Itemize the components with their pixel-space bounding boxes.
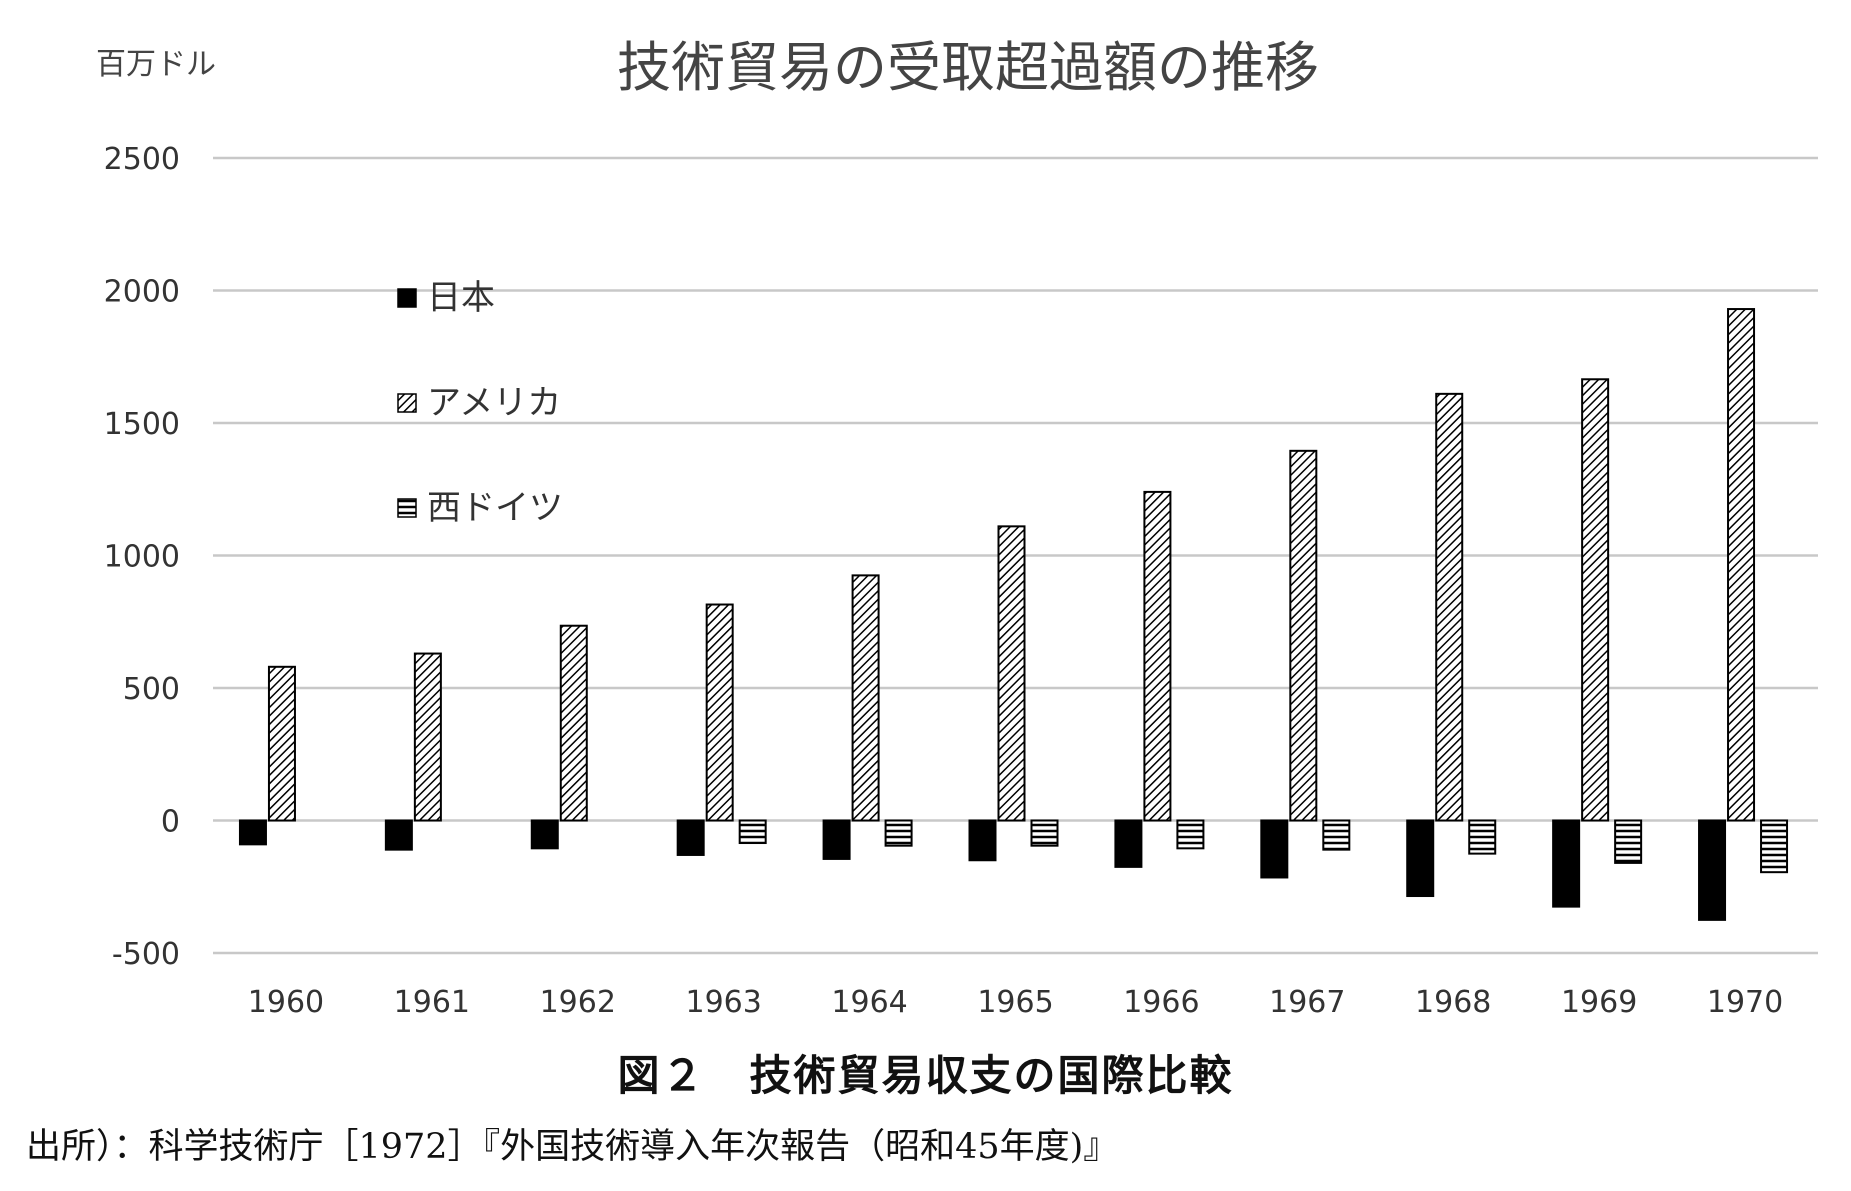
x-tick-label: 1970 xyxy=(1707,985,1783,1020)
bar-diagonal xyxy=(1435,392,1464,822)
bar-solid xyxy=(968,819,997,862)
bar-diagonal xyxy=(1727,308,1756,822)
chart: 技術貿易の受取超過額の推移 百万ドル 2500 2000 1500 1000 500 0 -… xyxy=(96,36,1818,1020)
bar-horizontal xyxy=(1176,819,1205,850)
y-tick-label: 2500 xyxy=(104,142,180,177)
y-tick-label: 1000 xyxy=(104,540,180,575)
y-tick-label: 500 xyxy=(123,672,180,707)
legend-label: アメリカ xyxy=(427,383,561,423)
y-tick-label: -500 xyxy=(112,937,180,972)
bar-solid xyxy=(676,819,705,856)
x-tick-label: 1967 xyxy=(1269,985,1345,1020)
bars xyxy=(238,308,1789,921)
x-tick-label: 1965 xyxy=(977,985,1053,1020)
bar-solid xyxy=(1260,819,1289,879)
y-axis-ticks: 2500 2000 1500 1000 500 0 -500 xyxy=(104,142,180,972)
y-unit-label: 百万ドル xyxy=(96,47,216,82)
x-tick-label: 1962 xyxy=(540,985,616,1020)
bar-diagonal xyxy=(1143,490,1172,822)
bar-diagonal xyxy=(1289,449,1318,822)
x-tick-label: 1960 xyxy=(248,985,324,1020)
bar-horizontal xyxy=(1760,819,1789,874)
x-tick-label: 1963 xyxy=(686,985,762,1020)
bar-solid xyxy=(822,819,851,860)
bar-solid xyxy=(1114,819,1143,868)
bar-diagonal xyxy=(705,603,734,822)
bar-diagonal xyxy=(559,624,588,822)
bar-horizontal xyxy=(1468,819,1497,855)
bar-solid xyxy=(238,819,267,846)
y-tick-label: 0 xyxy=(161,805,180,840)
x-tick-label: 1968 xyxy=(1415,985,1491,1020)
legend-swatch xyxy=(397,393,417,413)
bar-horizontal xyxy=(1614,819,1643,864)
y-tick-label: 2000 xyxy=(104,275,180,310)
bar-horizontal xyxy=(1322,819,1351,851)
bar-solid xyxy=(1698,819,1727,921)
x-tick-label: 1961 xyxy=(394,985,470,1020)
chart-title: 技術貿易の受取超過額の推移 xyxy=(617,36,1319,99)
source-note: 出所）：科学技術庁［1972］『外国技術導入年次報告（昭和45年度)』 xyxy=(26,1127,1119,1167)
figure-caption: 図２ 技術貿易収支の国際比較 xyxy=(617,1051,1234,1100)
x-axis-ticks: 1960 1961 1962 1963 1964 1965 1966 1967 1968 1969… xyxy=(248,985,1783,1020)
y-tick-label: 1500 xyxy=(104,407,180,442)
bar-diagonal xyxy=(851,574,880,822)
bar-diagonal xyxy=(1581,378,1610,822)
bar-solid xyxy=(384,819,413,851)
x-tick-label: 1964 xyxy=(831,985,907,1020)
x-tick-label: 1966 xyxy=(1123,985,1199,1020)
bar-solid xyxy=(1552,819,1581,908)
legend-swatch xyxy=(397,288,417,308)
bar-horizontal xyxy=(1030,819,1059,847)
x-tick-label: 1969 xyxy=(1561,985,1637,1020)
bar-diagonal xyxy=(267,665,296,822)
bar-solid xyxy=(530,819,559,850)
bar-horizontal xyxy=(738,819,767,845)
bar-diagonal xyxy=(413,652,442,822)
legend-swatch xyxy=(397,498,417,518)
legend-label: 西ドイツ xyxy=(427,488,563,528)
bar-horizontal xyxy=(884,819,913,847)
legend-label: 日本 xyxy=(427,278,495,318)
bar-diagonal xyxy=(997,525,1026,822)
bar-solid xyxy=(1406,819,1435,898)
